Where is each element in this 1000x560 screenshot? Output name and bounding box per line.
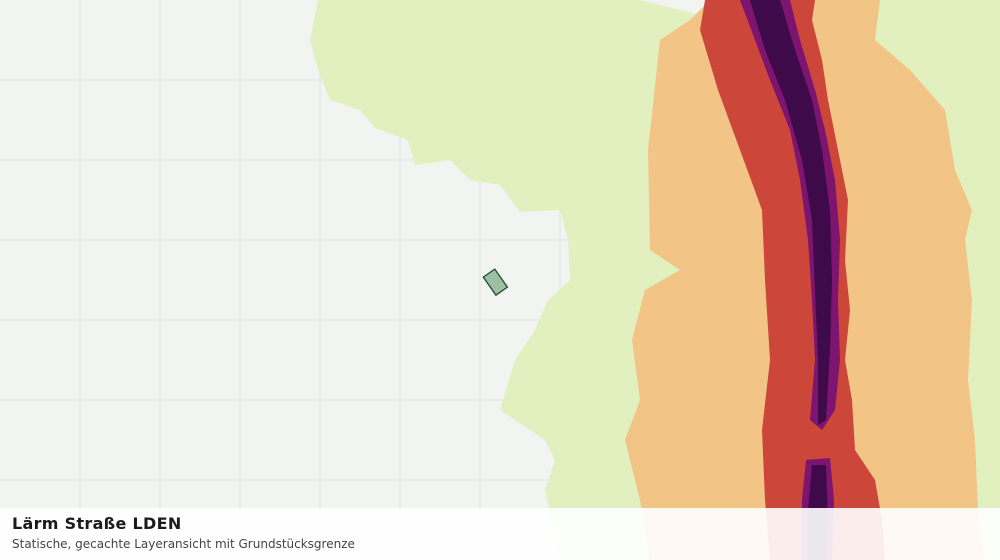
parcel-boundary[interactable] xyxy=(482,268,509,297)
title: Lärm Straße LDEN xyxy=(12,514,182,533)
noise-zone-max xyxy=(750,0,832,425)
noise-zone-high xyxy=(700,0,885,560)
noise-zone-very-high xyxy=(740,0,840,430)
subtitle: Statische, gecachte Layeransicht mit Gru… xyxy=(12,537,355,551)
footer: Lärm Straße LDEN Statische, gecachte Lay… xyxy=(0,508,1000,560)
